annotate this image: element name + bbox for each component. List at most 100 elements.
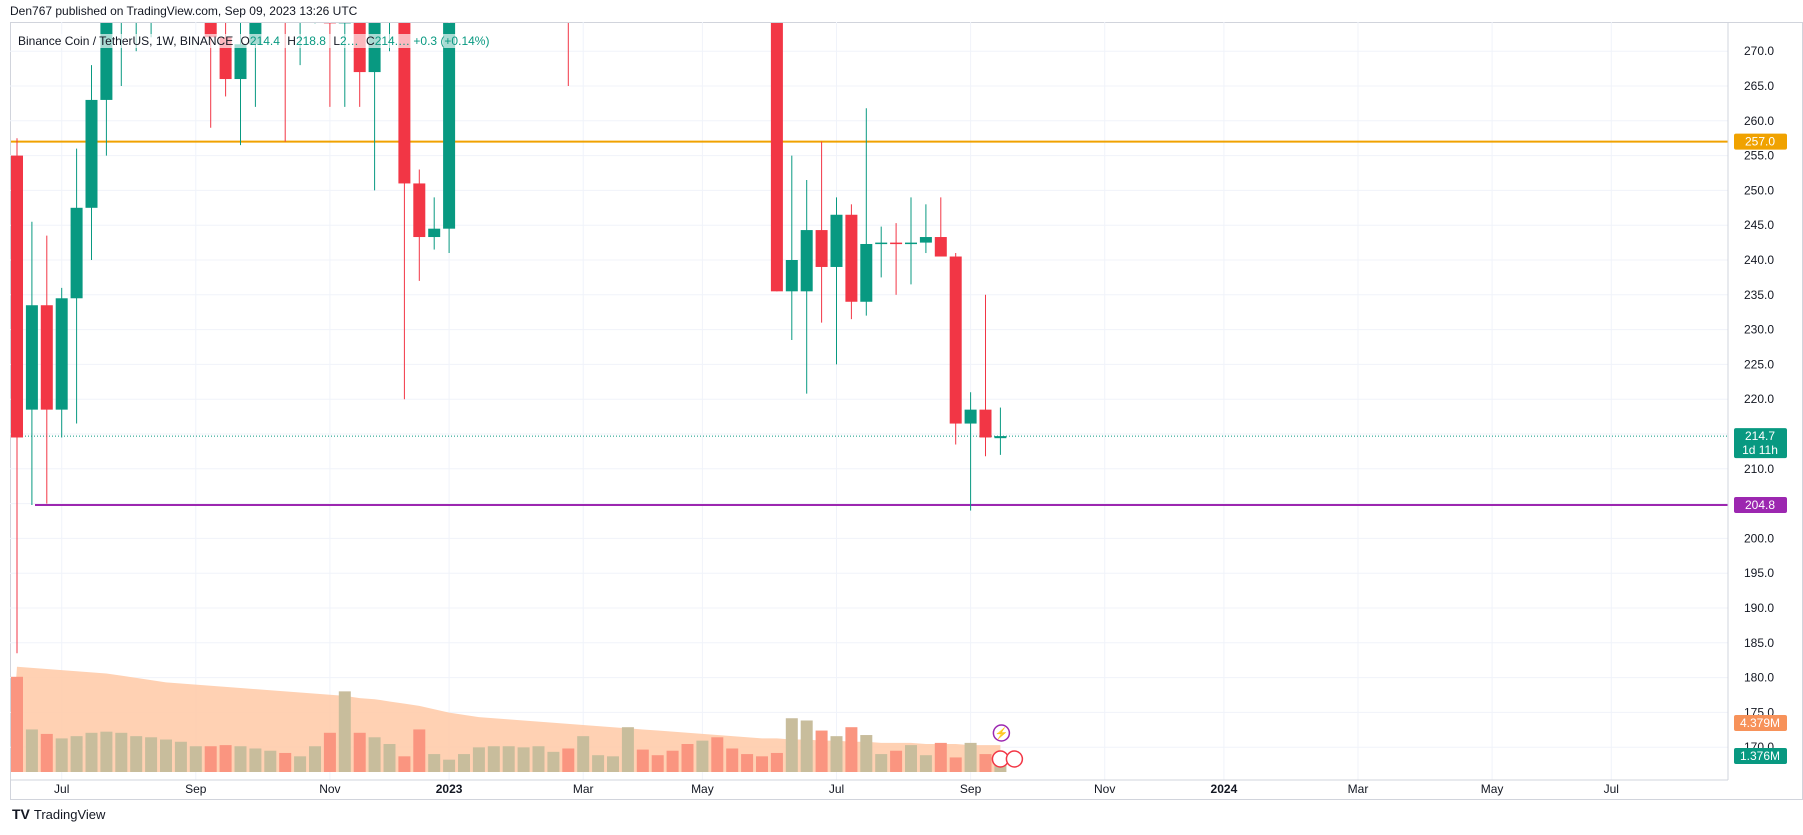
y-tick-label: 185.0 <box>1744 636 1774 650</box>
resistance-tag <box>1734 133 1787 150</box>
x-tick-label: Mar <box>573 782 594 796</box>
legend-high-value: 218.8 <box>295 34 326 48</box>
candle-body <box>115 0 127 16</box>
volume-bar <box>919 755 932 772</box>
candle-body <box>905 242 917 245</box>
volume-bar <box>353 732 366 772</box>
legend-symbol: Binance Coin / TetherUS, 1W, BINANCE <box>18 34 234 48</box>
last-price-tag <box>1734 428 1787 459</box>
candle-body <box>443 23 456 229</box>
candle-body <box>100 23 113 100</box>
volume-bar <box>800 720 813 772</box>
legend-open-value: 214.4 <box>249 34 280 48</box>
legend-high-label: H <box>287 34 296 48</box>
y-tick-label: 180.0 <box>1744 671 1774 685</box>
volume-bar <box>726 748 739 772</box>
volume-bar <box>711 737 724 772</box>
legend-open-label: O <box>240 34 250 48</box>
support-tag-text: 204.8 <box>1745 498 1775 512</box>
last-price-tag-text: 214.7 <box>1745 429 1775 443</box>
volume-bar <box>323 732 336 772</box>
volume-bar <box>860 735 873 772</box>
volume-ma-tag <box>1734 715 1787 731</box>
x-tick-label: May <box>1481 782 1504 796</box>
volume-bar <box>294 756 307 772</box>
x-tick-label: Jul <box>54 782 69 796</box>
candle-body <box>860 243 873 302</box>
x-tick-label: 2023 <box>436 782 463 796</box>
resistance-tag-text: 257.0 <box>1745 135 1775 149</box>
legend-close-value: 214.… <box>374 34 411 48</box>
support-tag <box>1734 496 1787 513</box>
volume-bar <box>234 746 247 772</box>
y-tick-label: 195.0 <box>1744 566 1774 580</box>
volume-bar <box>472 747 485 772</box>
x-tick-label: Jul <box>1604 782 1619 796</box>
volume-bar <box>204 746 217 772</box>
volume-bar <box>890 750 903 772</box>
volume-last-tag-text: 1.376M <box>1740 749 1780 763</box>
volume-bar <box>458 754 470 772</box>
candle-body <box>70 207 83 299</box>
volume-bar <box>40 733 53 772</box>
volume-bar <box>845 727 858 772</box>
volume-bar <box>309 746 321 772</box>
volume-bar <box>219 745 232 772</box>
volume-bar <box>487 746 500 772</box>
candle-body <box>890 242 903 245</box>
volume-bar <box>785 718 798 772</box>
y-tick-label: 250.0 <box>1744 183 1774 197</box>
volume-bar <box>160 739 172 772</box>
candle-body <box>55 298 68 410</box>
volume-bar <box>25 729 38 772</box>
candle-body <box>994 436 1007 439</box>
volume-bar <box>249 748 262 772</box>
candle-body <box>85 99 98 208</box>
volume-bar <box>517 747 530 772</box>
volume-bar <box>174 741 187 772</box>
volume-bar <box>398 756 411 772</box>
candle-body <box>800 230 813 292</box>
volume-bar <box>607 756 619 772</box>
legend-low-label: L <box>333 34 340 48</box>
candle-body <box>234 44 247 80</box>
volume-bar <box>264 750 277 772</box>
volume-last-tag <box>1734 748 1787 764</box>
plot-area: ⚡ <box>11 0 1728 772</box>
x-tick-label: Nov <box>319 782 340 796</box>
candle-body <box>830 214 843 267</box>
x-tick-label: May <box>691 782 714 796</box>
candle-body <box>204 23 217 38</box>
tradingview-logo-icon: TV <box>12 806 30 822</box>
y-tick-label: 225.0 <box>1744 357 1774 371</box>
candle-body <box>428 228 441 238</box>
volume-ma-tag-text: 4.379M <box>1740 716 1780 730</box>
volume-bar <box>130 736 143 772</box>
candle-body <box>934 237 947 257</box>
y-tick-label: 245.0 <box>1744 218 1774 232</box>
volume-bar <box>815 730 828 772</box>
x-tick-label: 2024 <box>1211 782 1238 796</box>
candlestick-chart[interactable]: 170.0175.0180.0185.0190.0195.0200.0205.0… <box>0 0 1803 800</box>
volume-bar <box>621 727 634 772</box>
volume-bar <box>70 736 83 772</box>
volume-bar <box>502 746 515 772</box>
volume-bar <box>741 754 754 772</box>
candle-body <box>919 237 932 243</box>
volume-bar <box>681 744 694 772</box>
volume-bar <box>115 732 128 772</box>
volume-bar <box>532 746 545 772</box>
y-tick-label: 240.0 <box>1744 253 1774 267</box>
volume-bar <box>756 756 768 772</box>
legend-close-label: C <box>366 34 375 48</box>
x-tick-label: Mar <box>1348 782 1369 796</box>
volume-bar <box>636 749 649 772</box>
footer-brand[interactable]: TV TradingView <box>12 806 105 822</box>
volume-bar <box>666 750 679 772</box>
y-tick-label: 210.0 <box>1744 462 1774 476</box>
volume-bar <box>592 755 605 772</box>
volume-bar <box>338 691 351 772</box>
lightning-event-icon <box>992 724 1011 742</box>
candle-body <box>40 305 53 410</box>
candle-body <box>815 230 828 267</box>
